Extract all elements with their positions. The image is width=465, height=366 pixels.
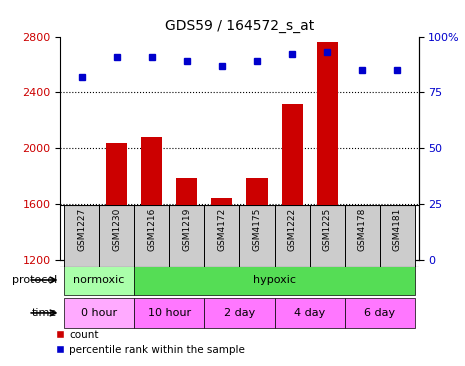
Bar <box>282 104 303 260</box>
Bar <box>134 298 205 328</box>
Bar <box>345 298 415 328</box>
Legend: count, percentile rank within the sample: count, percentile rank within the sample <box>52 325 249 359</box>
Bar <box>274 205 310 267</box>
Text: GSM1222: GSM1222 <box>288 208 297 251</box>
Text: GSM1225: GSM1225 <box>323 208 332 251</box>
Bar <box>317 42 338 260</box>
Bar <box>99 205 134 267</box>
Text: normoxic: normoxic <box>73 275 125 285</box>
Text: protocol: protocol <box>12 275 57 285</box>
Bar <box>64 298 134 328</box>
Bar <box>71 256 92 260</box>
Text: GSM4178: GSM4178 <box>358 208 367 251</box>
Text: 10 hour: 10 hour <box>148 308 191 318</box>
Bar <box>212 198 232 260</box>
Bar <box>387 208 408 260</box>
Bar <box>134 205 169 267</box>
Text: GSM1227: GSM1227 <box>77 208 86 251</box>
Bar <box>64 205 99 267</box>
Bar <box>134 265 415 295</box>
Bar <box>205 205 239 267</box>
Bar <box>64 265 134 295</box>
Text: GSM1216: GSM1216 <box>147 208 156 251</box>
Text: hypoxic: hypoxic <box>253 275 296 285</box>
Text: 2 day: 2 day <box>224 308 255 318</box>
Text: GSM4175: GSM4175 <box>252 208 261 251</box>
Bar <box>169 205 205 267</box>
Bar <box>274 298 345 328</box>
Bar <box>176 178 197 260</box>
Text: 0 hour: 0 hour <box>81 308 117 318</box>
Title: GDS59 / 164572_s_at: GDS59 / 164572_s_at <box>165 19 314 33</box>
Bar <box>141 137 162 260</box>
Text: GSM1230: GSM1230 <box>112 208 121 251</box>
Text: 4 day: 4 day <box>294 308 326 318</box>
Bar <box>205 298 274 328</box>
Text: time: time <box>32 308 57 318</box>
Bar <box>106 143 127 260</box>
Text: GSM1219: GSM1219 <box>182 208 191 251</box>
Bar <box>345 205 380 267</box>
Bar <box>310 205 345 267</box>
Text: GSM4172: GSM4172 <box>218 208 226 251</box>
Text: 6 day: 6 day <box>364 308 395 318</box>
Bar <box>246 178 267 260</box>
Bar <box>239 205 274 267</box>
Bar <box>352 212 373 260</box>
Bar <box>380 205 415 267</box>
Text: GSM4181: GSM4181 <box>393 208 402 251</box>
